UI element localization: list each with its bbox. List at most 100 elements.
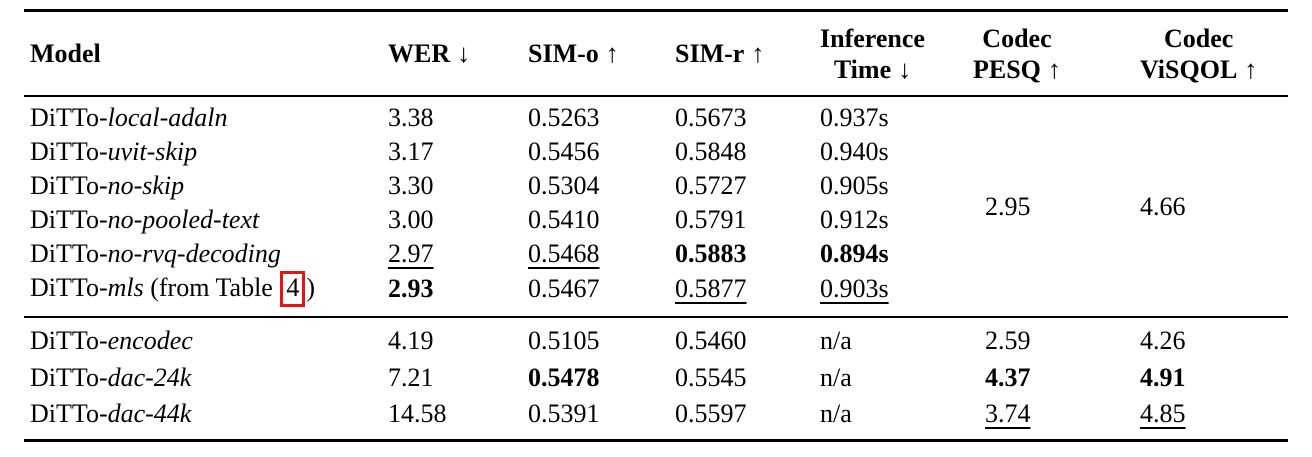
ablation-rows-group: DiTTo-local-adaln 3.38 0.5263 0.5673 0.9…: [24, 97, 1288, 316]
model-variant: mls: [107, 273, 144, 302]
up-arrow-icon: ↑: [605, 38, 619, 68]
up-arrow-icon: ↑: [1244, 54, 1258, 84]
table-row: DiTTo-dac-44k 14.58 0.5391 0.5597 n/a 3.…: [24, 396, 1288, 433]
inference-time-value: 0.894s: [820, 239, 889, 268]
model-prefix: DiTTo-: [30, 171, 108, 200]
table-row: DiTTo-no-rvq-decoding 2.97 0.5468 0.5883…: [24, 237, 1288, 271]
model-suffix-pre: (from Table: [143, 273, 280, 302]
inference-time-value: n/a: [820, 326, 852, 356]
sim-r-value: 0.5460: [675, 326, 747, 356]
down-arrow-icon: ↓: [457, 38, 471, 68]
sim-r-value: 0.5791: [675, 205, 747, 234]
table-rule-top: [24, 9, 1288, 12]
wer-value: 3.38: [388, 103, 434, 132]
codec-visqol-group-value: 4.66: [1140, 191, 1186, 221]
column-header-label: Inference: [820, 23, 925, 53]
inference-time-value: 0.903s: [820, 274, 889, 303]
model-prefix: DiTTo-: [30, 273, 108, 302]
inference-time-value: 0.937s: [820, 103, 889, 132]
model-prefix: DiTTo-: [30, 239, 108, 268]
table-row: DiTTo-no-pooled-text 3.00 0.5410 0.5791 …: [24, 203, 1288, 237]
codec-rows-group: DiTTo-encodec 4.19 0.5105 0.5460 n/a 2.5…: [24, 318, 1288, 439]
sim-o-value: 0.5105: [528, 326, 600, 356]
up-arrow-icon: ↑: [1047, 54, 1061, 84]
sim-o-value: 0.5391: [528, 399, 600, 429]
model-variant: encodec: [107, 326, 193, 356]
sim-o-value: 0.5410: [528, 205, 600, 234]
wer-value: 7.21: [388, 362, 434, 392]
model-cell: DiTTo-encodec: [24, 326, 388, 356]
column-header-wer: WER ↓: [388, 39, 528, 69]
sim-r-value: 0.5848: [675, 137, 747, 166]
inference-time-value: 0.940s: [820, 137, 889, 166]
down-arrow-icon: ↓: [898, 54, 912, 84]
codec-pesq-group-value: 2.95: [985, 191, 1031, 221]
codec-visqol-value: 4.26: [1140, 326, 1186, 356]
column-header-label: ViSQOL: [1140, 54, 1238, 84]
sim-r-value: 0.5727: [675, 171, 747, 200]
model-prefix: DiTTo-: [30, 205, 108, 234]
model-variant: dac-44k: [107, 399, 192, 429]
wer-value: 2.93: [388, 274, 434, 303]
table-rule-bottom: [24, 438, 1288, 442]
table-4-link[interactable]: 4: [280, 271, 306, 307]
table-row: DiTTo-encodec 4.19 0.5105 0.5460 n/a 2.5…: [24, 323, 1288, 360]
wer-value: 14.58: [388, 399, 447, 429]
column-header-label: SIM-o: [528, 38, 599, 68]
sim-r-value: 0.5883: [675, 239, 747, 268]
table-rule-header: [24, 95, 1288, 97]
model-cell: DiTTo-local-adaln: [24, 103, 388, 133]
model-variant: no-rvq-decoding: [107, 239, 281, 268]
wer-value: 4.19: [388, 326, 434, 356]
column-header-codec-pesq: Codec PESQ ↑: [973, 23, 1140, 85]
model-cell: DiTTo-no-skip: [24, 171, 388, 201]
sim-o-value: 0.5467: [528, 274, 600, 303]
table-row: DiTTo-uvit-skip 3.17 0.5456 0.5848 0.940…: [24, 135, 1288, 169]
model-cell: DiTTo-dac-24k: [24, 363, 388, 393]
model-variant: dac-24k: [107, 362, 192, 392]
model-variant: no-skip: [107, 171, 185, 200]
inference-time-value: 0.905s: [820, 171, 889, 200]
model-variant: no-pooled-text: [107, 205, 260, 234]
column-header-label: Codec: [982, 23, 1052, 53]
sim-r-value: 0.5673: [675, 103, 747, 132]
model-cell: DiTTo-mls (from Table 4): [24, 271, 388, 307]
table-row: DiTTo-dac-24k 7.21 0.5478 0.5545 n/a 4.3…: [24, 360, 1288, 397]
column-header-label: PESQ: [973, 54, 1041, 84]
column-header-codec-visqol: Codec ViSQOL ↑: [1140, 23, 1288, 85]
codec-pesq-value: 3.74: [985, 399, 1031, 429]
results-table: Model WER ↓ SIM-o ↑ SIM-r ↑ Inference Time ↓…: [24, 9, 1288, 442]
column-header-label: SIM-r: [675, 38, 745, 68]
inference-time-value: n/a: [820, 399, 852, 429]
table-header-row: Model WER ↓ SIM-o ↑ SIM-r ↑ Inference Time ↓…: [24, 12, 1288, 95]
wer-value: 3.30: [388, 171, 434, 200]
model-prefix: DiTTo-: [30, 362, 108, 392]
inference-time-value: 0.912s: [820, 205, 889, 234]
model-variant: local-adaln: [107, 103, 228, 132]
codec-visqol-value: 4.85: [1140, 399, 1186, 429]
model-prefix: DiTTo-: [30, 326, 108, 356]
wer-value: 3.00: [388, 205, 434, 234]
sim-o-value: 0.5468: [528, 239, 600, 268]
column-header-sim-o: SIM-o ↑: [528, 39, 675, 69]
codec-pesq-value: 2.59: [985, 326, 1031, 356]
column-header-inference-time: Inference Time ↓: [820, 23, 985, 85]
model-suffix-post: ): [306, 273, 316, 302]
sim-r-value: 0.5597: [675, 399, 747, 429]
column-header-sim-r: SIM-r ↑: [675, 39, 820, 69]
model-variant: uvit-skip: [107, 137, 198, 166]
model-prefix: DiTTo-: [30, 137, 108, 166]
table-row: DiTTo-mls (from Table 4) 2.93 0.5467 0.5…: [24, 271, 1288, 307]
codec-visqol-value: 4.91: [1140, 362, 1186, 392]
model-cell: DiTTo-uvit-skip: [24, 137, 388, 167]
model-cell: DiTTo-no-rvq-decoding: [24, 239, 388, 269]
model-cell: DiTTo-dac-44k: [24, 399, 388, 429]
codec-pesq-value: 4.37: [985, 362, 1031, 392]
wer-value: 3.17: [388, 137, 434, 166]
sim-o-value: 0.5304: [528, 171, 600, 200]
column-header-model: Model: [30, 38, 101, 68]
table-row: DiTTo-local-adaln 3.38 0.5263 0.5673 0.9…: [24, 101, 1288, 135]
wer-value: 2.97: [388, 239, 434, 268]
table-row: DiTTo-no-skip 3.30 0.5304 0.5727 0.905s: [24, 169, 1288, 203]
